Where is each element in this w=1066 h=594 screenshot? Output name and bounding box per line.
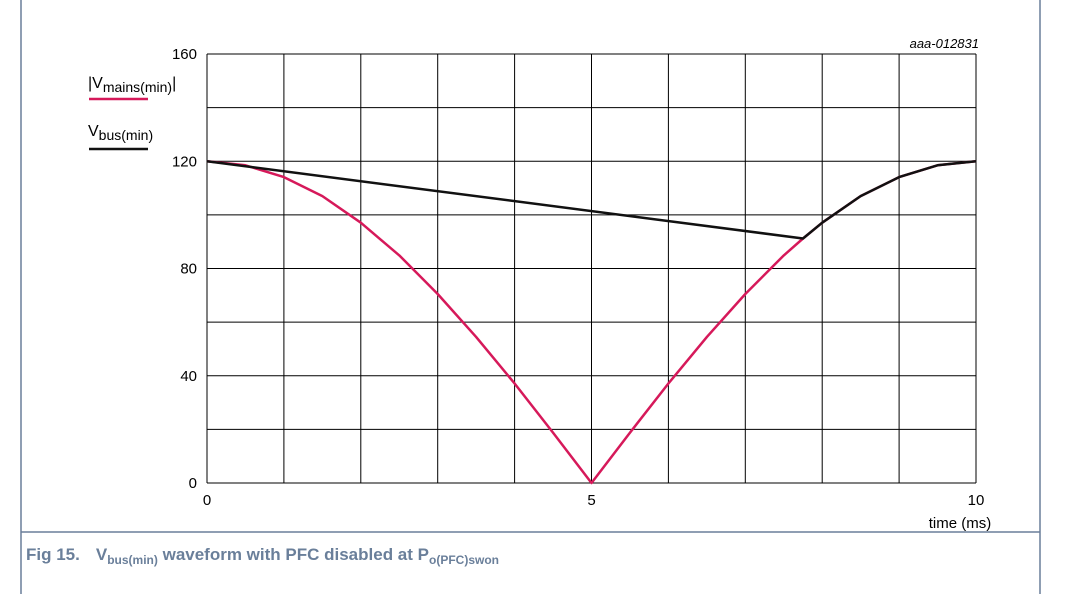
- grid: [206, 53, 977, 484]
- y-tick-label: 40: [180, 368, 197, 385]
- data-series: [206, 160, 977, 485]
- caption-prefix: Fig 15.: [26, 545, 80, 564]
- legend-label-bus: Vbus(min): [88, 123, 153, 143]
- y-tick-label: 0: [189, 475, 197, 492]
- caption-symbol-2-sub: o(PFC)swon: [429, 553, 499, 567]
- y-tick-label: 160: [172, 46, 197, 63]
- tick-labels: 0 40 80 120 160 0 5 10: [172, 46, 984, 509]
- caption-symbol-2: P: [417, 545, 429, 564]
- legend-entry-bus: Vbus(min): [88, 123, 153, 151]
- caption-text: waveform with PFC disabled at: [157, 545, 418, 564]
- series-line-bus: [206, 160, 977, 240]
- caption-symbol-1-sub: bus(min): [107, 553, 158, 567]
- legend: |Vmains(min)| Vbus(min): [88, 75, 176, 151]
- y-tick-label: 120: [172, 153, 197, 170]
- x-tick-label: 5: [587, 492, 595, 509]
- x-tick-label: 10: [968, 492, 985, 509]
- x-tick-label: 0: [203, 492, 211, 509]
- x-axis-label: time (ms): [929, 515, 992, 532]
- figure-id: aaa-012831: [910, 36, 979, 51]
- legend-entry-mains: |Vmains(min)|: [88, 75, 176, 101]
- figure-caption: Fig 15. Vbus(min) waveform with PFC disab…: [26, 545, 499, 567]
- legend-label-mains: |Vmains(min)|: [88, 75, 176, 95]
- y-tick-label: 80: [180, 261, 197, 278]
- caption-symbol-1: V: [95, 545, 108, 564]
